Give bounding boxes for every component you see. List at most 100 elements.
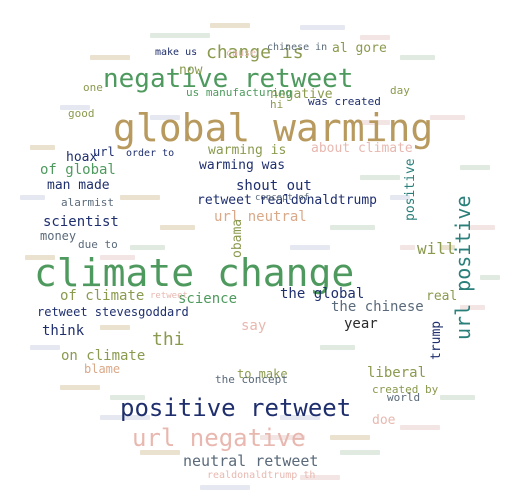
filler-word-mark	[90, 55, 130, 60]
filler-word-mark	[360, 35, 390, 40]
filler-word-mark	[470, 225, 495, 230]
word-shout-out: shout out	[236, 178, 312, 194]
word-retweet-stevesgoddard: retweet stevesgoddard	[37, 305, 189, 319]
filler-word-mark	[400, 425, 440, 430]
filler-word-mark	[460, 165, 490, 170]
filler-word-mark	[130, 245, 165, 250]
filler-word-mark	[360, 120, 390, 125]
word-al-gore: al gore	[332, 41, 387, 56]
word-obama: obama	[230, 219, 245, 258]
word-to-make: to make	[237, 367, 288, 381]
word-will: will	[417, 239, 456, 258]
filler-word-mark	[25, 255, 55, 260]
word-positive-retweet: positive retweet	[120, 394, 351, 422]
filler-word-mark	[30, 345, 60, 350]
filler-word-mark	[60, 385, 100, 390]
word-cause: cause	[226, 48, 256, 59]
word-make-us: make us	[155, 47, 197, 58]
filler-word-mark	[440, 245, 455, 250]
filler-word-mark	[160, 225, 195, 230]
word-positive: positive	[403, 158, 418, 221]
word-created-by: created by	[372, 383, 439, 396]
word-due-to: due to	[78, 238, 118, 251]
word-the-global: the global	[280, 286, 364, 302]
filler-word-mark	[330, 225, 375, 230]
word-concept-of: concept of	[255, 193, 309, 203]
word-url-negative: url negative	[132, 424, 305, 452]
word-thi: thi	[152, 329, 185, 350]
word-change-is: change is	[206, 42, 304, 63]
filler-word-mark	[480, 275, 500, 280]
filler-word-mark	[100, 325, 130, 330]
filler-word-mark	[260, 435, 305, 440]
word-on-climate: on climate	[61, 348, 145, 364]
word-warming-was: warming was	[199, 158, 285, 173]
filler-word-mark	[430, 115, 465, 120]
word-think: think	[42, 323, 85, 339]
filler-word-mark	[330, 435, 370, 440]
word-retweet: retweet	[150, 291, 188, 301]
filler-word-mark	[200, 485, 250, 490]
filler-word-mark	[140, 450, 180, 455]
word-alarmist: alarmist	[61, 196, 114, 209]
filler-word-mark	[390, 195, 410, 200]
filler-word-mark	[360, 175, 400, 180]
word-trump: trump	[429, 321, 444, 360]
filler-word-mark	[100, 255, 135, 260]
word-now: now	[179, 63, 203, 78]
word-negative: negative	[270, 87, 333, 102]
word-about-climate: about climate	[311, 141, 413, 156]
filler-word-mark	[290, 245, 330, 250]
word-climate-change: climate change	[34, 251, 354, 295]
word-negative-retweet: negative retweet	[103, 64, 353, 94]
word-science: science	[178, 291, 237, 307]
filler-word-mark	[20, 195, 45, 200]
word-warming-is: warming is	[208, 143, 286, 158]
word-real: real	[426, 289, 457, 304]
filler-word-mark	[320, 345, 355, 350]
filler-word-mark	[210, 23, 250, 28]
word-order-to: order to	[126, 148, 174, 159]
word-money: money	[40, 229, 76, 243]
filler-word-mark	[60, 105, 90, 110]
filler-word-mark	[280, 415, 320, 420]
filler-word-mark	[300, 475, 340, 480]
word-of-global: of global	[40, 162, 116, 178]
word-man-made: man made	[47, 178, 110, 193]
word-global-warming: global warming	[113, 106, 433, 150]
word-year: year	[344, 316, 378, 332]
filler-word-mark	[340, 450, 380, 455]
word-url-neutral: url neutral	[214, 209, 307, 225]
filler-word-mark	[440, 395, 475, 400]
word-the-concept: the concept	[215, 373, 288, 386]
word-say: say	[241, 318, 266, 334]
word-retweet-realdonaldtrump: retweet realdonaldtrump	[197, 193, 377, 208]
word-day: day	[390, 84, 410, 97]
filler-word-mark	[300, 25, 345, 30]
word-world: world	[387, 391, 420, 404]
filler-word-mark	[110, 395, 145, 400]
word-was-created: was created	[308, 95, 381, 108]
word-scientist: scientist	[43, 214, 119, 230]
word-realdonaldtrump-th: realdonaldtrump th	[207, 470, 315, 481]
filler-word-mark	[460, 305, 485, 310]
word-one: one	[83, 81, 103, 94]
word-neutral-retweet: neutral retweet	[183, 452, 318, 470]
filler-word-mark	[400, 55, 435, 60]
word-the-chinese: the chinese	[331, 299, 424, 315]
word-of-climate: of climate	[60, 288, 144, 304]
filler-word-mark	[150, 33, 210, 38]
filler-word-mark	[120, 195, 160, 200]
word-url-positive: url positive	[451, 196, 475, 341]
filler-word-mark	[400, 245, 415, 250]
word-chinese-in: chinese in	[267, 42, 327, 53]
filler-word-mark	[150, 115, 180, 120]
word-us-manufacturing: us manufacturing	[186, 86, 292, 99]
word-good: good	[68, 107, 95, 120]
filler-word-mark	[30, 145, 55, 150]
word-liberal: liberal	[367, 365, 426, 381]
word-hoax: hoax	[66, 150, 97, 165]
word-url: url	[93, 145, 115, 159]
